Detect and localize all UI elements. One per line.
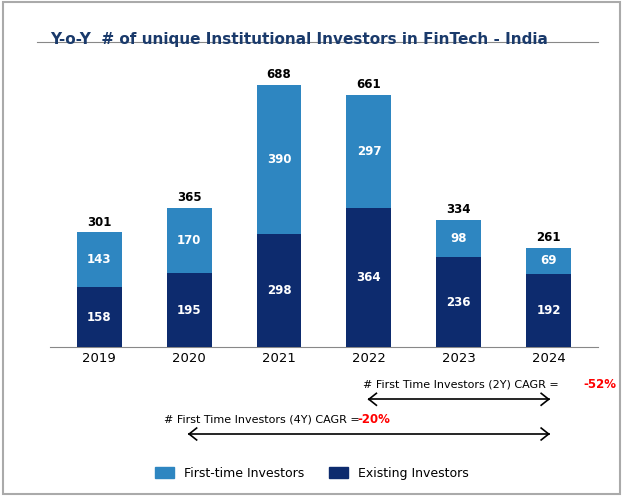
Text: -52%: -52% <box>584 378 617 391</box>
Bar <box>257 85 302 234</box>
Bar <box>436 220 481 257</box>
Bar <box>436 257 481 347</box>
Text: 297: 297 <box>356 145 381 158</box>
Text: 364: 364 <box>356 271 381 284</box>
Text: 688: 688 <box>267 68 292 81</box>
Bar <box>526 274 571 347</box>
Bar <box>77 232 121 287</box>
Bar <box>257 234 302 347</box>
Text: 158: 158 <box>87 310 112 323</box>
Text: 170: 170 <box>177 234 201 247</box>
Text: Y-o-Y  # of unique Institutional Investors in FinTech - India: Y-o-Y # of unique Institutional Investor… <box>50 32 548 47</box>
Text: 192: 192 <box>536 304 561 317</box>
Text: # First Time Investors (2Y) CAGR =: # First Time Investors (2Y) CAGR = <box>363 379 562 389</box>
Text: 661: 661 <box>356 78 381 91</box>
Bar <box>346 208 391 347</box>
Bar <box>167 273 212 347</box>
Bar <box>526 248 571 274</box>
Text: 390: 390 <box>267 153 292 166</box>
Text: 298: 298 <box>267 284 292 297</box>
Text: 261: 261 <box>536 231 561 244</box>
Text: 236: 236 <box>447 296 471 309</box>
Bar <box>77 287 121 347</box>
Bar <box>346 95 391 208</box>
Text: 69: 69 <box>540 254 557 267</box>
Text: 143: 143 <box>87 253 112 266</box>
Text: 98: 98 <box>450 232 467 245</box>
Text: 365: 365 <box>177 191 201 204</box>
Text: 301: 301 <box>87 216 112 229</box>
Text: -20%: -20% <box>358 413 390 426</box>
Text: 334: 334 <box>447 203 471 216</box>
Text: # First Time Investors (4Y) CAGR =: # First Time Investors (4Y) CAGR = <box>164 414 363 424</box>
Text: 195: 195 <box>177 304 201 316</box>
Legend: First-time Investors, Existing Investors: First-time Investors, Existing Investors <box>150 462 473 485</box>
Bar <box>167 208 212 273</box>
